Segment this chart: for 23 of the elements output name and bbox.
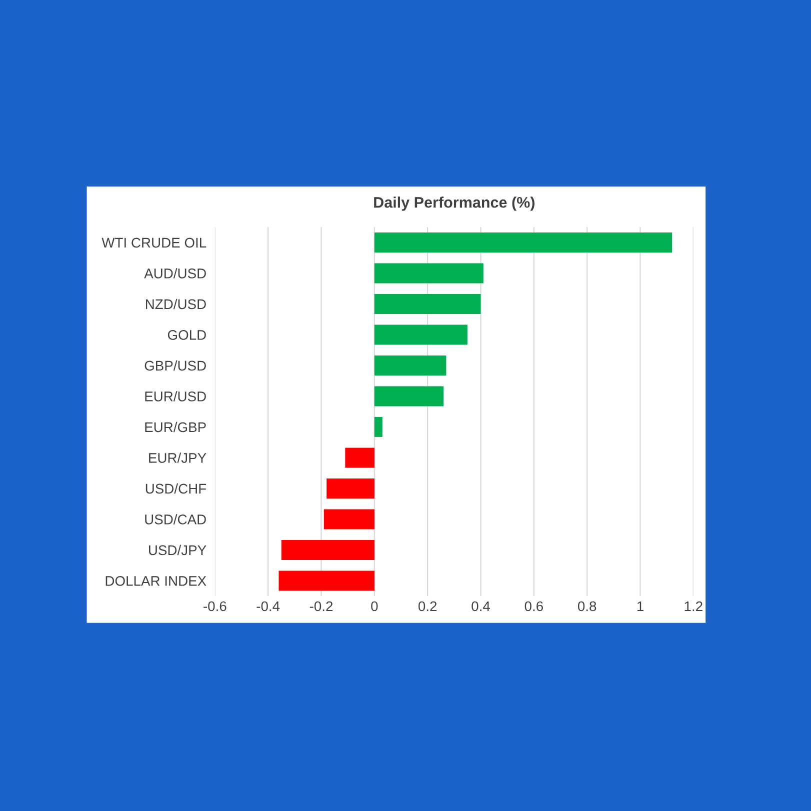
y-tick-label: GOLD <box>168 330 206 340</box>
x-tick-label: 0.8 <box>578 601 596 612</box>
y-tick-label: WTI CRUDE OIL <box>102 238 206 248</box>
x-tick-label: 1.2 <box>684 601 702 612</box>
y-tick-label: GBP/USD <box>144 360 206 371</box>
x-tick-label: -0.4 <box>256 601 280 612</box>
x-tick-label: 0.2 <box>418 601 437 612</box>
x-tick-label: 0.6 <box>524 601 543 612</box>
x-tick-label: 0.4 <box>472 601 490 612</box>
y-tick-label: DOLLAR INDEX <box>106 576 206 586</box>
y-tick-label: USD/CHF <box>146 483 206 494</box>
y-tick-label: USD/CAD <box>145 514 206 524</box>
y-tick-label: EUR/JPY <box>149 452 206 463</box>
chart-title: Daily Performance (%) <box>374 196 534 211</box>
x-tick-label: -0.2 <box>310 601 333 612</box>
y-tick-label: EUR/GBP <box>145 422 206 432</box>
x-tick-label: 0 <box>371 601 378 612</box>
x-tick-label: -0.6 <box>204 601 226 612</box>
x-tick-label: 1 <box>637 601 644 612</box>
y-tick-label: EUR/USD <box>145 391 206 402</box>
y-tick-label: AUD/USD <box>144 268 206 278</box>
y-tick-label: NZD/USD <box>146 298 206 310</box>
y-tick-label: USD/JPY <box>148 544 206 556</box>
